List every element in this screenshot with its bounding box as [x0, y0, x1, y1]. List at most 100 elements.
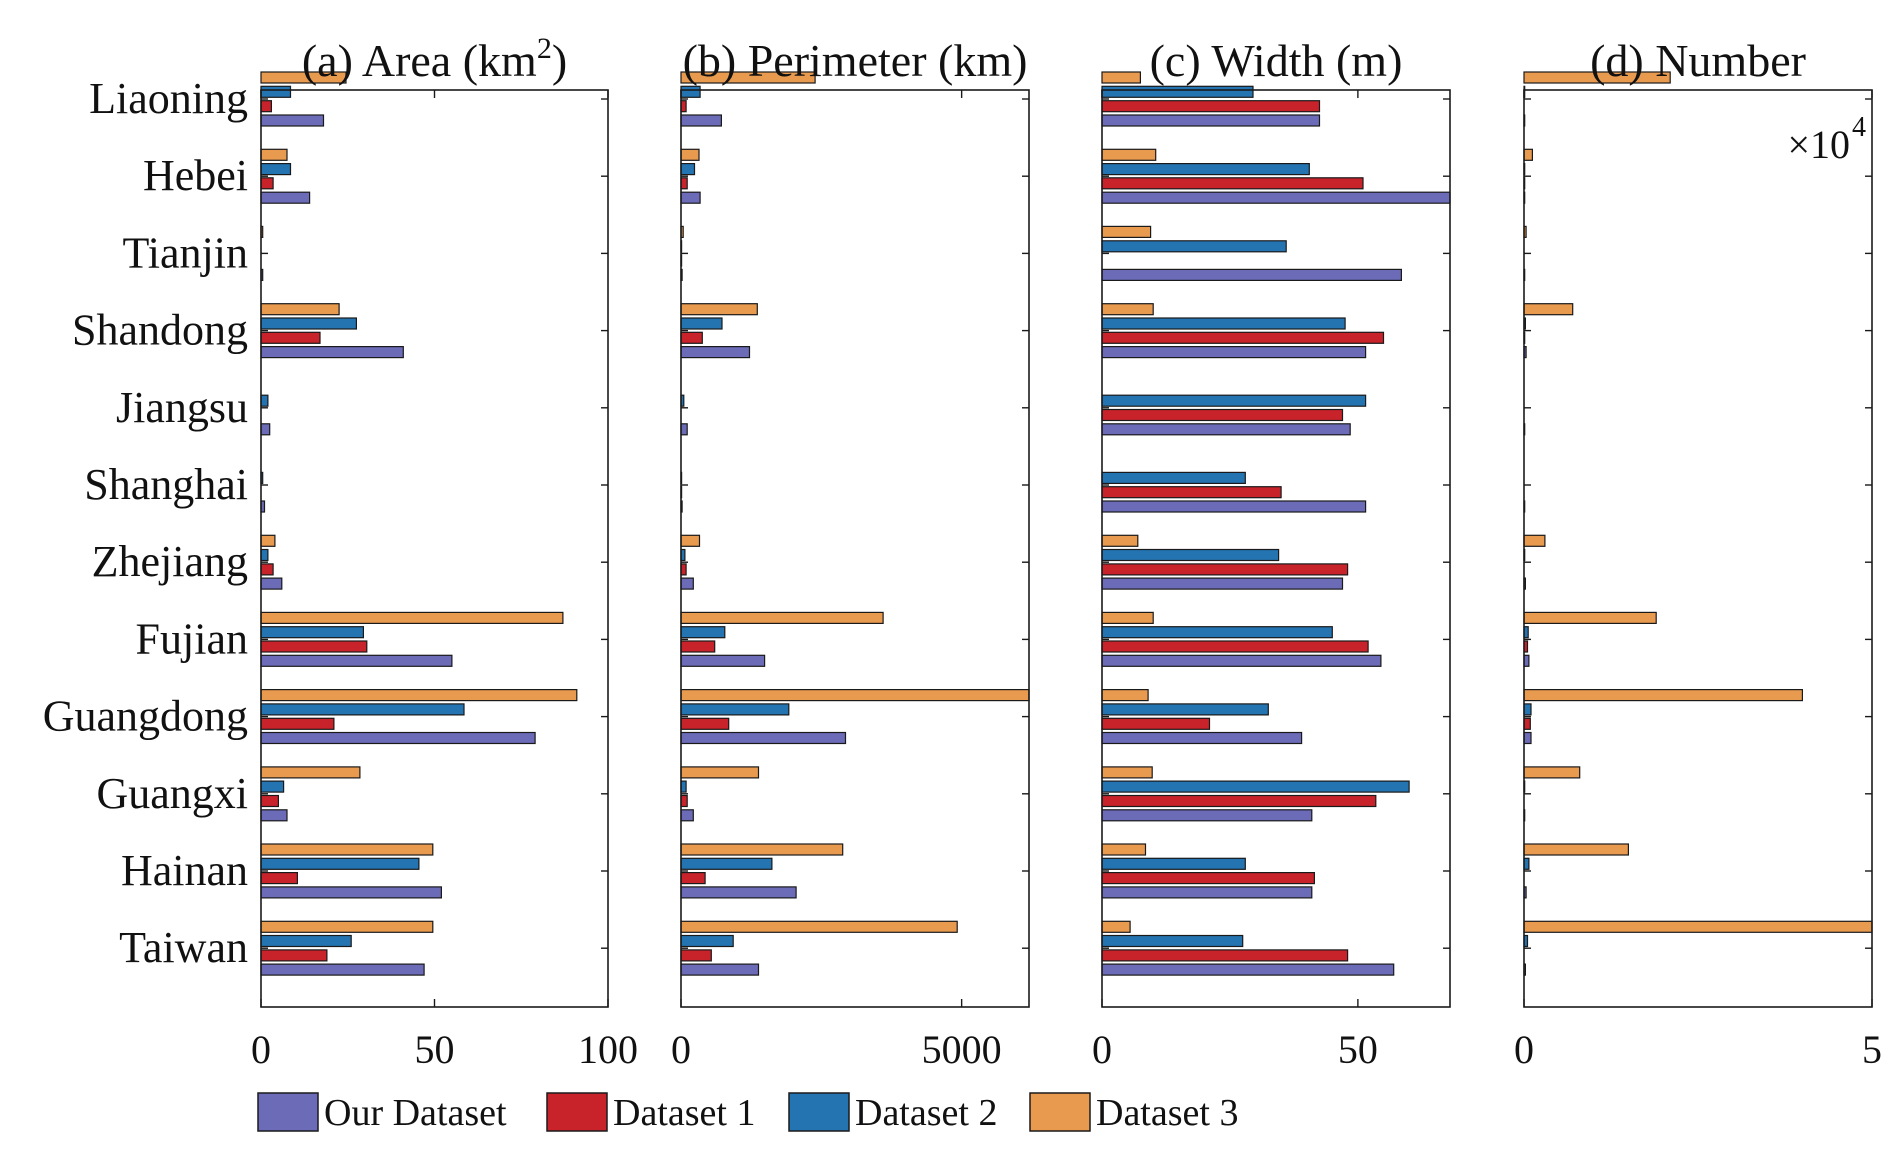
legend-label-our-dataset: Our Dataset — [324, 1092, 507, 1134]
bar-a-guangxi-dataset-3 — [260, 766, 361, 779]
bar-a-jiangsu-dataset-2 — [260, 394, 269, 407]
category-label-taiwan: Taiwan — [119, 923, 248, 972]
category-label-shandong: Shandong — [72, 306, 248, 355]
bar-a-zhejiang-dataset-1 — [260, 563, 274, 576]
bar-b-hainan-dataset-2 — [680, 857, 773, 870]
bar-c-liaoning-dataset-2 — [1101, 85, 1254, 98]
bar-c-jiangsu-dataset-1 — [1101, 408, 1344, 422]
bar-d-fujian-dataset-3 — [1523, 611, 1657, 625]
xtick-label-b-0: 0 — [671, 1027, 691, 1072]
bar-c-jiangsu-dataset-2 — [1101, 394, 1367, 407]
xtick-label-d-5: 5 — [1862, 1027, 1882, 1072]
bar-b-shandong-dataset-2 — [680, 317, 723, 330]
legend-swatch-dataset-2 — [788, 1092, 850, 1132]
legend-label-dataset-3: Dataset 3 — [1096, 1092, 1238, 1134]
bar-c-shanghai-dataset-2 — [1101, 471, 1246, 484]
category-label-guangxi: Guangxi — [96, 769, 248, 818]
bar-c-hebei-dataset-1 — [1101, 177, 1364, 190]
axis-multiplier-base: ×10 — [1787, 122, 1850, 167]
category-label-fujian: Fujian — [136, 614, 248, 663]
axis-multiplier-exponent-d: 4 — [1852, 112, 1866, 143]
bar-c-zhejiang-our-dataset — [1101, 577, 1344, 590]
panel-title-c: (c) Width (m) — [1150, 35, 1403, 86]
bar-b-fujian-our-dataset — [680, 654, 766, 667]
bar-a-guangdong-dataset-2 — [260, 703, 465, 716]
bar-a-fujian-dataset-1 — [260, 640, 368, 653]
bar-a-liaoning-dataset-2 — [260, 85, 292, 98]
category-label-zhejiang: Zhejiang — [92, 537, 248, 586]
bar-a-taiwan-dataset-3 — [260, 920, 434, 933]
bar-c-shandong-dataset-2 — [1101, 317, 1346, 330]
bar-d-guangdong-dataset-3 — [1523, 688, 1803, 702]
category-label-jiangsu: Jiangsu — [116, 383, 248, 432]
bar-a-taiwan-our-dataset — [260, 963, 425, 976]
bar-c-hainan-our-dataset — [1101, 886, 1313, 899]
bar-b-shandong-dataset-3 — [680, 303, 758, 316]
bar-b-fujian-dataset-3 — [680, 611, 884, 625]
bar-c-shanghai-dataset-1 — [1101, 486, 1282, 499]
bar-b-guangxi-dataset-1 — [680, 794, 688, 808]
bar-b-guangxi-dataset-3 — [680, 766, 760, 779]
legend-label-dataset-2: Dataset 2 — [855, 1092, 997, 1134]
bar-a-hebei-dataset-3 — [260, 148, 288, 161]
panel-a: 0 50 100 (a) Area (km2) — [251, 32, 638, 1072]
category-label-hebei: Hebei — [143, 151, 248, 200]
panel-title-text-b: (b) Perimeter (km) — [683, 35, 1028, 86]
axes-box-c — [1101, 89, 1451, 1008]
bar-c-guangxi-dataset-2 — [1101, 780, 1410, 793]
bar-a-fujian-our-dataset — [260, 654, 453, 667]
bar-b-zhejiang-dataset-3 — [680, 534, 701, 547]
bar-b-shandong-dataset-1 — [680, 331, 703, 344]
panel-title-suffix-a: ) — [552, 35, 567, 86]
category-label-tianjin: Tianjin — [122, 228, 248, 277]
xtick-label-c-50: 50 — [1338, 1027, 1378, 1072]
bar-c-shandong-dataset-3 — [1101, 303, 1154, 316]
chart-panels: 0 50 100(a) Area (km2)0 5000(b) Perimeter (… — [251, 32, 1882, 1072]
bar-c-jiangsu-our-dataset — [1101, 423, 1351, 436]
xtick-label-c-0: 0 — [1092, 1027, 1112, 1072]
bar-b-liaoning-dataset-3 — [680, 71, 816, 84]
bar-a-taiwan-dataset-2 — [260, 934, 352, 948]
xtick-label-a-100: 100 — [578, 1027, 638, 1072]
bar-d-hainan-dataset-3 — [1523, 843, 1630, 856]
bar-c-liaoning-our-dataset — [1101, 114, 1321, 127]
axes-box-b — [680, 89, 1030, 1008]
bar-b-hebei-our-dataset — [680, 191, 701, 204]
bar-c-tianjin-dataset-2 — [1101, 240, 1287, 253]
legend-swatch-dataset-1 — [546, 1092, 608, 1132]
bar-a-shandong-dataset-1 — [260, 331, 321, 344]
bar-c-guangdong-dataset-1 — [1101, 717, 1211, 730]
bar-a-fujian-dataset-3 — [260, 611, 564, 625]
bar-b-hebei-dataset-2 — [680, 163, 696, 176]
bar-a-guangxi-dataset-2 — [260, 780, 285, 793]
bar-c-taiwan-dataset-2 — [1101, 934, 1244, 948]
bar-c-zhejiang-dataset-2 — [1101, 548, 1280, 562]
bar-b-guangdong-dataset-3 — [680, 688, 1030, 702]
bar-d-hebei-dataset-3 — [1523, 148, 1533, 161]
bar-c-shandong-our-dataset — [1101, 346, 1367, 359]
bar-b-liaoning-dataset-2 — [680, 85, 701, 98]
bar-a-liaoning-dataset-1 — [260, 100, 272, 113]
bar-c-hebei-dataset-3 — [1101, 148, 1157, 161]
xtick-label-a-50: 50 — [415, 1027, 455, 1072]
category-label-liaoning: Liaoning — [89, 74, 248, 123]
bar-d-guangdong-dataset-1 — [1523, 717, 1531, 730]
panel-b: 0 5000 (b) Perimeter (km) — [671, 35, 1030, 1072]
bar-c-hainan-dataset-3 — [1101, 843, 1147, 856]
bar-c-taiwan-dataset-1 — [1101, 949, 1349, 962]
panel-title-a: (a) Area (km2) — [302, 32, 567, 86]
bar-c-liaoning-dataset-3 — [1101, 71, 1142, 84]
panel-title-superscript-a: 2 — [537, 32, 552, 65]
bar-b-liaoning-our-dataset — [680, 114, 723, 127]
bar-c-tianjin-our-dataset — [1101, 268, 1402, 281]
bar-c-hebei-dataset-2 — [1101, 163, 1310, 176]
bar-a-hainan-dataset-2 — [260, 857, 420, 870]
bar-c-zhejiang-dataset-3 — [1101, 534, 1139, 547]
bar-a-taiwan-dataset-1 — [260, 949, 328, 962]
bar-b-hebei-dataset-3 — [680, 148, 700, 161]
bar-b-guangdong-dataset-2 — [680, 703, 790, 716]
bar-a-shandong-dataset-2 — [260, 317, 358, 330]
bar-b-guangdong-dataset-1 — [680, 717, 730, 730]
bar-a-shandong-our-dataset — [260, 346, 404, 359]
